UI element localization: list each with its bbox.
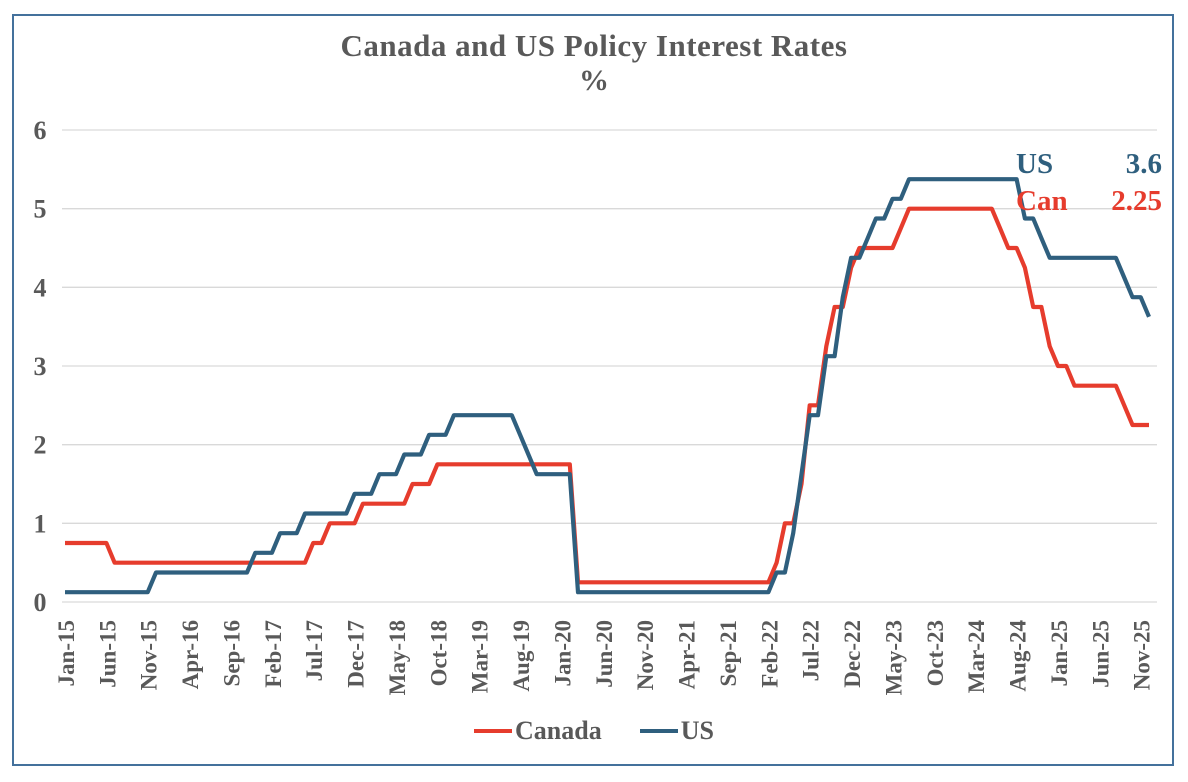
x-axis-tick-label: Dec-17 <box>344 620 369 688</box>
x-axis-tick-label: Feb-17 <box>261 620 286 688</box>
last-value-annotation: US 3.6 Can 2.25 <box>1016 146 1162 220</box>
legend-item-canada: Canada <box>474 716 602 746</box>
x-axis-tick-label: May-18 <box>385 620 410 695</box>
x-axis-tick-label: Jan-25 <box>1047 620 1072 686</box>
y-axis-tick-label: 6 <box>34 116 47 145</box>
canada-line-swatch <box>474 729 513 733</box>
x-axis-tick-label: Dec-22 <box>840 620 865 688</box>
canada-annotation: Can 2.25 <box>1016 183 1162 220</box>
x-axis-tick-label: Sep-16 <box>219 620 244 686</box>
x-axis-tick-label: May-23 <box>881 620 906 695</box>
x-axis-tick-label: Oct-23 <box>923 620 948 686</box>
x-axis-tick-label: Jun-20 <box>592 620 617 688</box>
legend-label-us: US <box>680 716 714 745</box>
canada-rate-line <box>65 206 1149 585</box>
x-axis-tick-label: Jul-22 <box>799 620 824 681</box>
x-axis-tick-label: Apr-21 <box>675 620 700 689</box>
x-axis-tick-label: Oct-18 <box>426 620 451 686</box>
y-axis-tick-label: 0 <box>34 588 47 617</box>
legend-item-us: US <box>639 716 714 746</box>
x-axis-tick-label: Jun-25 <box>1088 620 1113 688</box>
x-axis-tick-label: Aug-19 <box>509 620 534 692</box>
legend: Canada US <box>0 716 1188 746</box>
us-annotation: US 3.6 <box>1016 146 1162 183</box>
us-line-swatch <box>639 729 678 733</box>
x-axis-tick-label: Jan-15 <box>54 620 79 686</box>
x-axis-tick-label: Mar-24 <box>964 620 989 694</box>
x-axis-tick-label: Apr-16 <box>178 620 203 689</box>
x-axis-tick-label: Nov-25 <box>1130 620 1155 690</box>
x-axis-tick-label: Mar-19 <box>468 620 493 693</box>
canada-annotation-value: 2.25 <box>1111 185 1162 217</box>
us-annotation-value: 3.6 <box>1125 148 1162 180</box>
us-rate-line <box>65 177 1151 595</box>
chart-subtitle: % <box>579 64 609 97</box>
x-axis-labels: Jan-15 Jun-15 Nov-15 Apr-16 Sep-16 Feb-17 Jul-… <box>54 620 1155 696</box>
gridlines <box>62 129 1157 603</box>
x-axis-tick-label: Aug-24 <box>1006 620 1031 692</box>
chart-frame-border <box>12 14 1174 766</box>
y-axis-tick-label: 2 <box>34 431 47 460</box>
series-lines <box>65 177 1151 595</box>
legend-label-canada: Canada <box>515 716 602 745</box>
x-axis-tick-label: Sep-21 <box>716 620 741 686</box>
chart-title: Canada and US Policy Interest Rates <box>340 28 848 63</box>
y-axis-tick-label: 1 <box>34 509 47 538</box>
canada-annotation-label: Can <box>1016 185 1068 217</box>
x-axis-tick-label: Feb-22 <box>757 620 782 688</box>
y-axis-labels: 0 1 2 3 4 5 6 <box>34 116 47 617</box>
y-axis-tick-label: 4 <box>34 273 47 302</box>
y-axis-tick-label: 3 <box>34 352 47 381</box>
x-axis-tick-label: Jun-15 <box>95 620 120 688</box>
x-axis-tick-label: Jul-17 <box>302 620 327 681</box>
y-axis-tick-label: 5 <box>34 195 47 224</box>
x-axis-tick-label: Nov-15 <box>137 620 162 690</box>
x-axis-tick-label: Nov-20 <box>633 620 658 690</box>
x-axis-tick-label: Jan-20 <box>550 620 575 686</box>
us-annotation-label: US <box>1016 148 1054 180</box>
